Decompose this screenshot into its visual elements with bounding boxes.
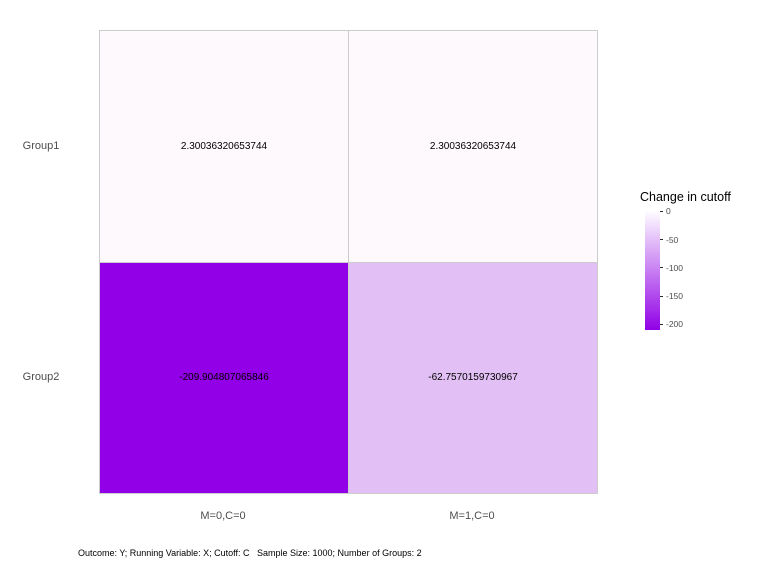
cell-value: -209.904807065846 bbox=[179, 372, 269, 384]
tick-label: -200 bbox=[666, 319, 684, 330]
tick-label: -50 bbox=[666, 234, 679, 245]
legend-tick: -200 bbox=[660, 319, 683, 329]
legend-tick: 0 bbox=[660, 206, 671, 216]
tick-label: 0 bbox=[666, 206, 671, 217]
tick-mark bbox=[660, 267, 663, 269]
tick-mark bbox=[660, 210, 663, 212]
legend-tick: -150 bbox=[660, 291, 683, 301]
cell-value: 2.30036320653744 bbox=[180, 140, 268, 152]
heatmap-plot: 2.30036320653744 2.30036320653744 -209.9… bbox=[99, 30, 598, 494]
color-legend: Change in cutoff 0 -50 -100 -150 -200 bbox=[640, 190, 760, 330]
legend-gradient bbox=[645, 210, 660, 330]
legend-title: Change in cutoff bbox=[640, 190, 731, 204]
heatmap-cell-group2-m0c0: -209.904807065846 bbox=[100, 262, 348, 493]
heatmap-cell-group1-m1c0: 2.30036320653744 bbox=[349, 31, 597, 262]
tick-mark bbox=[660, 295, 663, 297]
tick-mark bbox=[660, 323, 663, 325]
legend-tick: -100 bbox=[660, 263, 683, 273]
x-axis-label-m1c0: M=1,C=0 bbox=[449, 510, 495, 522]
tick-label: -100 bbox=[666, 262, 684, 273]
tick-label: -150 bbox=[666, 291, 684, 301]
legend-tick: -50 bbox=[660, 235, 678, 245]
plot-caption: Outcome: Y; Running Variable: X; Cutoff:… bbox=[78, 548, 422, 558]
y-axis-label-group1: Group1 bbox=[22, 140, 60, 152]
cell-value: 2.30036320653744 bbox=[429, 140, 517, 152]
x-axis-label-m0c0: M=0,C=0 bbox=[200, 510, 246, 522]
y-axis-label-group2: Group2 bbox=[22, 371, 60, 383]
legend-bar-wrap: 0 -50 -100 -150 -200 bbox=[645, 206, 760, 330]
cell-value: -62.7570159730967 bbox=[428, 372, 518, 384]
heatmap-cell-group2-m1c0: -62.7570159730967 bbox=[349, 262, 597, 493]
tick-mark bbox=[660, 239, 663, 240]
heatmap-cell-group1-m0c0: 2.30036320653744 bbox=[100, 31, 348, 262]
